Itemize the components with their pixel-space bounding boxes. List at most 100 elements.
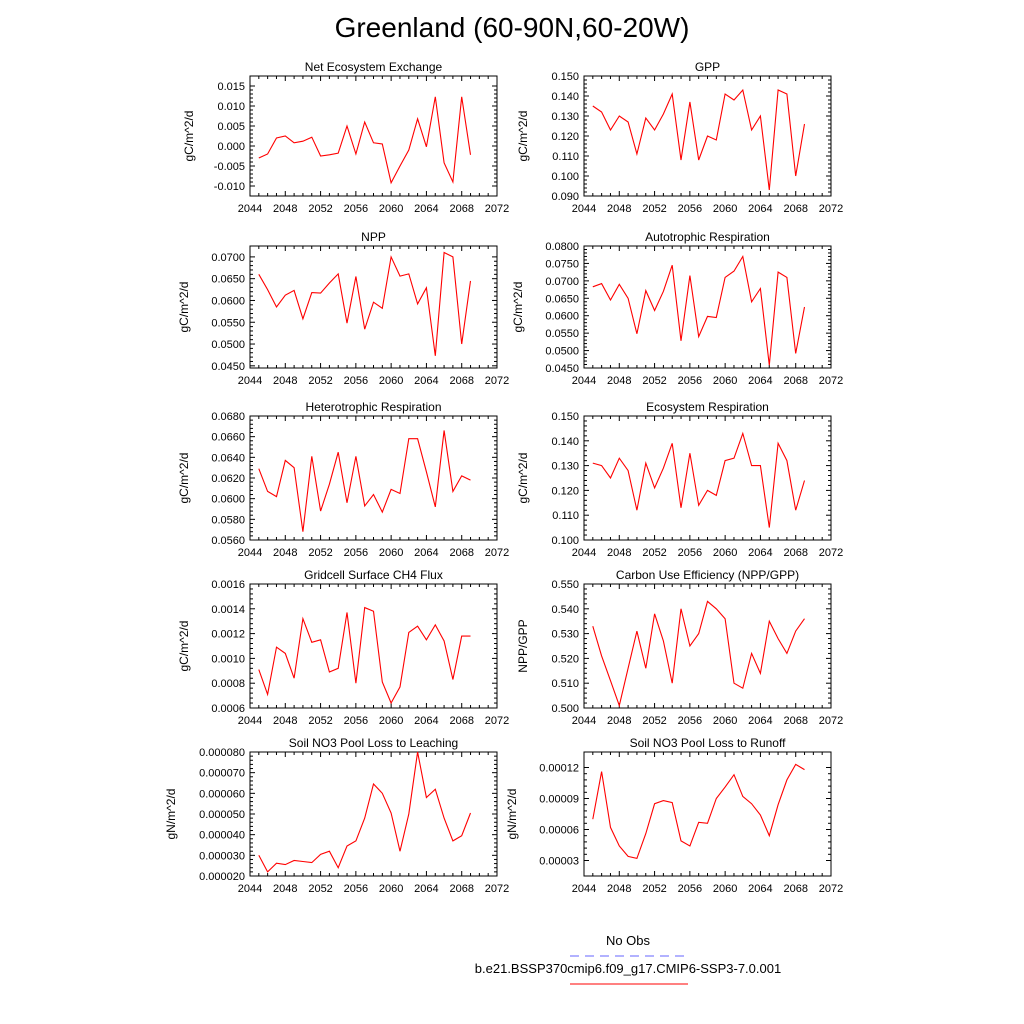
panel-7-xtick-label-2052: 2052 (308, 715, 332, 727)
panel-2-ytick-label-5: 0.140 (551, 91, 579, 103)
panel-10-series-line (592, 763, 805, 860)
panel-2-xtick-label-2052: 2052 (642, 203, 666, 215)
panel-6-ylabel: gC/m^2/d (516, 453, 530, 504)
panel-9-ytick-label-0: 0.000020 (199, 871, 245, 883)
panel-3-xtick-label-2064: 2064 (414, 375, 438, 387)
panel-7-ytick-label-1: 0.0008 (211, 678, 245, 690)
panel-4-xtick-label-2064: 2064 (748, 375, 772, 387)
panel-1-xtick-label-2044: 2044 (238, 203, 262, 215)
panel-6-xtick-label-2052: 2052 (642, 547, 666, 559)
panel-2-xtick-label-2072: 2072 (819, 203, 843, 215)
panel-1-xtick-label-2052: 2052 (308, 203, 332, 215)
panel-5-ylabel: gC/m^2/d (177, 453, 191, 504)
panel-7-xtick-label-2068: 2068 (449, 715, 473, 727)
panel-5-title: Heterotrophic Respiration (305, 400, 441, 414)
panel-9-xtick-label-2052: 2052 (308, 883, 332, 895)
panel-8-ytick-label-4: 0.540 (551, 604, 579, 616)
panel-1-ytick-label-5: 0.015 (217, 81, 245, 93)
panel-4-ylabel: gC/m^2/d (511, 282, 525, 333)
panel-4-ytick-label-3: 0.0600 (545, 311, 579, 323)
panel-6-xtick-label-2056: 2056 (678, 547, 702, 559)
panel-9-ytick-label-6: 0.000080 (199, 747, 245, 759)
panel-6-ytick-label-3: 0.130 (551, 461, 579, 473)
panel-6-xtick-label-2064: 2064 (748, 547, 772, 559)
panel-4-xtick-label-2044: 2044 (572, 375, 596, 387)
panel-1-ylabel: gC/m^2/d (182, 111, 196, 162)
panel-7-ytick-label-0: 0.0006 (211, 703, 245, 715)
panel-1-xtick-label-2060: 2060 (379, 203, 403, 215)
panel-3-ylabel: gC/m^2/d (177, 282, 191, 333)
page-title: Greenland (60-90N,60-20W) (334, 12, 690, 43)
panel-4-xtick-label-2060: 2060 (713, 375, 737, 387)
panel-5-xtick-label-2052: 2052 (308, 547, 332, 559)
panel-6-series-line (592, 431, 806, 528)
panel-1-ytick-label-3: 0.005 (217, 121, 245, 133)
panel-3-xtick-label-2060: 2060 (379, 375, 403, 387)
panel-3-xtick-label-2068: 2068 (449, 375, 473, 387)
panel-4-ytick-label-6: 0.0750 (545, 258, 579, 270)
panel-10-title: Soil NO3 Pool Loss to Runoff (630, 736, 787, 750)
panel-9-ytick-label-3: 0.000050 (199, 809, 245, 821)
panel-4-xtick-label-2068: 2068 (783, 375, 807, 387)
panel-5-ytick-label-4: 0.0640 (211, 452, 245, 464)
panel-9-xtick-label-2068: 2068 (449, 883, 473, 895)
panel-10-xtick-label-2044: 2044 (572, 883, 596, 895)
panel-3-ytick-label-4: 0.0650 (211, 274, 245, 286)
panel-6-ytick-label-5: 0.150 (551, 411, 579, 423)
panel-3-xtick-label-2056: 2056 (344, 375, 368, 387)
panel-7-ytick-label-5: 0.0016 (211, 579, 245, 591)
panel-4-frame (583, 245, 832, 369)
panel-10-ylabel: gN/m^2/d (505, 789, 519, 840)
panel-9-xtick-label-2060: 2060 (379, 883, 403, 895)
panel-3-series-line (258, 251, 472, 356)
panel-8-ytick-label-5: 0.550 (551, 579, 579, 591)
panel-4-ytick-label-0: 0.0450 (545, 363, 579, 375)
panel-6-title: Ecosystem Respiration (646, 400, 769, 414)
panel-3-title: NPP (361, 230, 386, 244)
panel-3-ytick-label-3: 0.0600 (211, 295, 245, 307)
panel-5-ytick-label-1: 0.0580 (211, 514, 245, 526)
panel-8-xtick-label-2060: 2060 (713, 715, 737, 727)
panel-6-xtick-label-2072: 2072 (819, 547, 843, 559)
panel-2-series-line (592, 88, 806, 191)
panel-6-ytick-label-2: 0.120 (551, 485, 579, 497)
panel-8-ytick-label-0: 0.500 (551, 703, 579, 715)
panel-8-ytick-label-1: 0.510 (551, 678, 579, 690)
panel-8-xtick-label-2068: 2068 (783, 715, 807, 727)
panel-9-ytick-label-4: 0.000060 (199, 788, 245, 800)
panel-7-ylabel: gC/m^2/d (177, 621, 191, 672)
panel-1-xtick-label-2048: 2048 (273, 203, 297, 215)
panel-4-series-line (592, 254, 806, 366)
panel-8-xtick-label-2052: 2052 (642, 715, 666, 727)
panel-9-ytick-label-2: 0.000040 (199, 830, 245, 842)
panel-5-ytick-label-0: 0.0560 (211, 535, 245, 547)
panel-1-frame (249, 75, 498, 197)
panel-2-title: GPP (695, 60, 720, 74)
panel-8-xtick-label-2056: 2056 (678, 715, 702, 727)
panel-2-xtick-label-2044: 2044 (572, 203, 596, 215)
panel-10-xtick-label-2072: 2072 (819, 883, 843, 895)
panel-8-ytick-label-2: 0.520 (551, 653, 579, 665)
panel-8-xtick-label-2064: 2064 (748, 715, 772, 727)
panel-5-xtick-label-2056: 2056 (344, 547, 368, 559)
panel-6-ytick-label-0: 0.100 (551, 535, 579, 547)
panel-7-series-line (258, 606, 471, 705)
panel-9-ylabel: gN/m^2/d (164, 789, 178, 840)
panel-3-ytick-label-5: 0.0700 (211, 252, 245, 264)
panel-5-xtick-label-2060: 2060 (379, 547, 403, 559)
panel-10-frame (583, 751, 832, 877)
panel-10-ytick-label-0: 0.00003 (539, 856, 579, 868)
panel-1-xtick-label-2056: 2056 (344, 203, 368, 215)
panel-5-ytick-label-2: 0.0600 (211, 494, 245, 506)
panel-10-xtick-label-2060: 2060 (713, 883, 737, 895)
panel-4-xtick-label-2052: 2052 (642, 375, 666, 387)
panel-8-series-line (592, 600, 805, 708)
panel-6-xtick-label-2044: 2044 (572, 547, 596, 559)
panel-4-xtick-label-2072: 2072 (819, 375, 843, 387)
panel-5-ytick-label-3: 0.0620 (211, 473, 245, 485)
panel-10-xtick-label-2048: 2048 (607, 883, 631, 895)
panel-1-xtick-label-2064: 2064 (414, 203, 438, 215)
panel-9-xtick-label-2048: 2048 (273, 883, 297, 895)
panel-9-ytick-label-1: 0.000030 (199, 850, 245, 862)
